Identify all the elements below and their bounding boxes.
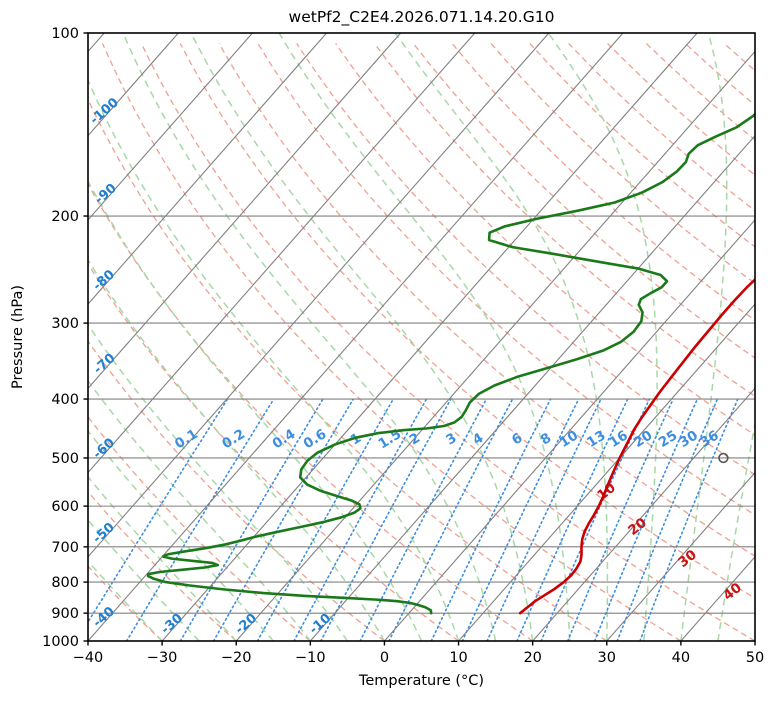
x-tick-label: 40	[672, 650, 690, 666]
y-tick-label: 900	[51, 606, 79, 622]
y-tick-label: 1000	[42, 634, 79, 650]
y-tick-label: 100	[51, 26, 79, 42]
y-tick-label: 300	[51, 316, 79, 332]
plot-frame	[87, 32, 756, 642]
y-tick-label: 800	[51, 575, 79, 591]
x-tick-label: −40	[73, 650, 104, 666]
y-tick-label: 700	[51, 540, 79, 556]
series-dewpoint	[146, 112, 755, 615]
gridlines-group	[88, 33, 755, 641]
x-tick-label: 10	[449, 650, 467, 666]
x-tick-label: −20	[221, 650, 252, 666]
y-tick-label: 200	[51, 209, 79, 225]
lcl-marker	[718, 452, 729, 464]
y-tick-label: 600	[51, 499, 79, 515]
x-tick-label: −30	[147, 650, 178, 666]
x-tick-label: 0	[380, 650, 389, 666]
y-axis-label: Pressure (hPa)	[10, 285, 26, 389]
series-temperature	[518, 277, 755, 615]
x-tick-label: 50	[746, 650, 764, 666]
x-tick-label: 30	[598, 650, 616, 666]
x-tick-label: 20	[523, 650, 541, 666]
axes-group: −40 −30 −20 −10 0 10 20 30 40 50 100 200 300 400 500 60…	[42, 26, 764, 666]
x-axis-label: Temperature (°C)	[358, 673, 484, 689]
y-tick-label: 400	[51, 392, 79, 408]
chart-title: wetPf2_C2E4.2026.071.14.20.G10	[289, 8, 555, 27]
x-tick-label: −10	[295, 650, 326, 666]
data-series-group	[146, 112, 755, 615]
y-tick-label: 500	[51, 451, 79, 467]
